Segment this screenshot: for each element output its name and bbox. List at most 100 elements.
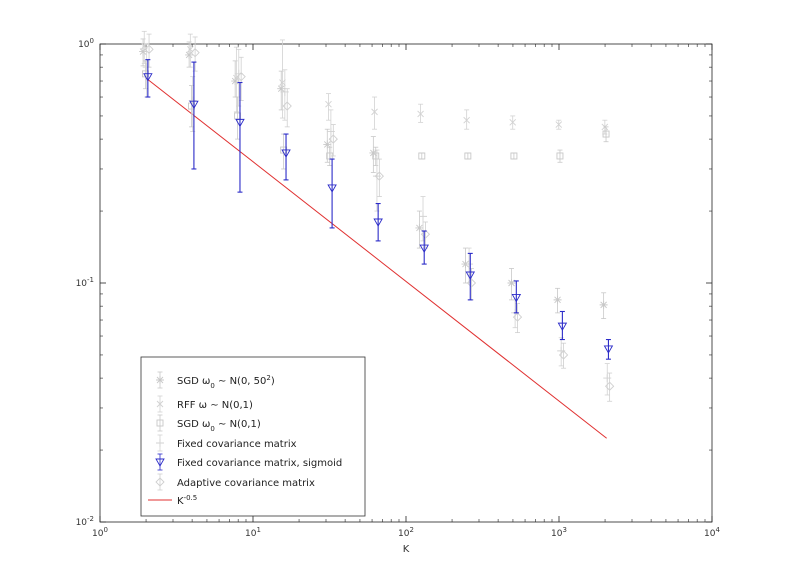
reference-line [145, 77, 607, 439]
data-point [188, 96, 197, 105]
y-tick-label: 100 [78, 37, 94, 50]
data-point [279, 79, 286, 86]
legend-label-part: ) [271, 376, 275, 387]
data-point [374, 171, 384, 181]
data-point [277, 84, 286, 93]
x-tick-label: 103 [551, 526, 567, 539]
data-point [602, 130, 610, 138]
y-tick-base: 10 [76, 518, 88, 528]
legend-label-part: 2 [266, 374, 270, 382]
data-point [553, 295, 562, 304]
data-point [420, 229, 431, 239]
data-point [188, 102, 195, 110]
x-tick-base: 10 [704, 529, 716, 539]
y-tick-base: 10 [76, 279, 88, 289]
data-point [557, 322, 568, 332]
data-point [509, 119, 517, 126]
data-point [327, 184, 337, 193]
y-tick-label: 10-2 [76, 515, 94, 528]
data-point [558, 350, 569, 360]
legend-label-part: Adaptive covariance matrix [177, 478, 315, 489]
legend-label: Fixed covariance matrix [177, 439, 297, 450]
legend-label: RFF ω ∼ N(0,1) [177, 400, 253, 411]
data-point [507, 279, 516, 287]
legend-marker [156, 376, 164, 384]
data-point [328, 134, 338, 144]
x-tick-label: 100 [92, 526, 108, 539]
y-tick-exp: 0 [90, 37, 94, 45]
data-point [556, 152, 564, 160]
data-point [510, 152, 518, 160]
x-tick-exp: 2 [409, 526, 413, 534]
x-tick-exp: 4 [715, 526, 720, 534]
legend-label-part: ∼ N(0,1) [207, 400, 253, 411]
x-tick-exp: 0 [103, 526, 107, 534]
data-point [325, 100, 332, 108]
data-point [511, 294, 522, 303]
series-5 [144, 33, 615, 402]
legend-marker [155, 477, 165, 487]
legend-label: SGD ω0 ∼ N(0,1) [177, 419, 261, 433]
legend-label: Adaptive covariance matrix [177, 478, 315, 489]
data-point [418, 152, 426, 160]
y-tick-exp: -2 [87, 515, 94, 523]
x-axis-label: K [403, 544, 410, 555]
data-point [231, 77, 240, 86]
series-4 [143, 59, 614, 360]
legend: SGD ω0 ∼ N(0, 502)RFF ω ∼ N(0,1)SGD ω0 ∼… [140, 356, 366, 517]
data-point [465, 260, 474, 269]
legend-marker [156, 400, 164, 408]
legend-label: K-0.5 [177, 494, 197, 507]
data-point [144, 44, 154, 54]
data-point [417, 110, 424, 118]
data-point [604, 381, 615, 391]
x-tick-base: 10 [92, 529, 104, 539]
series-1 [140, 30, 609, 135]
data-point [371, 108, 378, 116]
data-point [189, 100, 199, 110]
series-2 [142, 60, 610, 170]
data-point [415, 223, 424, 232]
chart-marks [139, 30, 615, 439]
legend-label-part: RFF [177, 400, 199, 411]
x-tick-base: 10 [245, 529, 257, 539]
legend-label-part: Fixed covariance matrix, sigmoid [177, 458, 342, 469]
data-point [282, 101, 292, 111]
data-point [323, 140, 332, 149]
data-point [465, 271, 476, 280]
legend-label-part: ω [202, 419, 210, 430]
x-tick-base: 10 [398, 529, 410, 539]
legend-label-part: ω [199, 400, 207, 411]
x-tick-base: 10 [551, 529, 563, 539]
data-point [512, 312, 523, 322]
legend-label-part: ∼ N(0,1) [215, 419, 261, 430]
legend-label-part: SGD [177, 419, 202, 430]
y-tick-exp: -1 [87, 276, 94, 284]
x-tick-label: 101 [245, 526, 261, 539]
data-point [143, 73, 153, 82]
legend-marker [156, 439, 164, 447]
legend-label-part: ∼ N(0, 50 [215, 376, 267, 387]
x-tick-exp: 3 [562, 526, 566, 534]
x-tick-label: 102 [398, 526, 414, 539]
legend-marker [156, 419, 164, 427]
legend-label-part: 0 [210, 425, 214, 433]
legend-label-part: 0 [210, 382, 214, 390]
data-point [463, 116, 470, 124]
legend-label-part: Fixed covariance matrix [177, 439, 297, 450]
legend-label-part: K [177, 496, 184, 507]
legend-marker [155, 458, 165, 467]
data-point [185, 50, 194, 59]
data-point [419, 212, 428, 221]
data-point [599, 300, 608, 309]
legend-label-part: -0.5 [184, 494, 198, 502]
data-point [373, 218, 383, 227]
x-tick-label: 104 [704, 526, 720, 539]
data-point [235, 118, 245, 128]
data-point [190, 48, 200, 58]
data-point [419, 244, 429, 253]
data-point [236, 72, 246, 82]
data-point [139, 47, 148, 56]
data-point [555, 121, 563, 128]
data-point [466, 278, 477, 288]
